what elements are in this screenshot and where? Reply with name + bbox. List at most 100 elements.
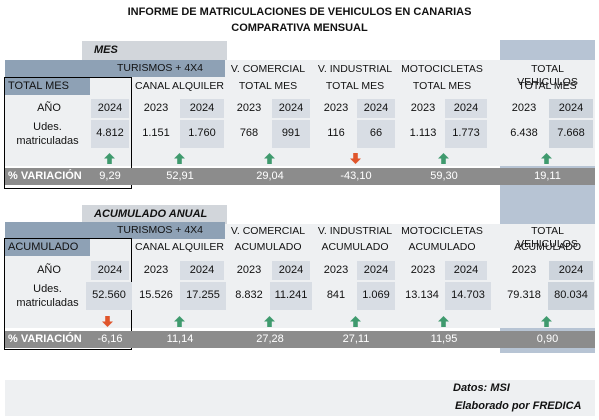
acum-variation-bar — [5, 331, 595, 348]
footer-source: Datos: MSI — [453, 382, 510, 394]
acum-value-canal-a: 15.526 — [139, 289, 173, 301]
footer-background — [5, 380, 595, 416]
acum-motocicletas-header: MOTOCICLETAS — [401, 225, 483, 237]
acum-year-vcom-b: 2024 — [272, 261, 310, 280]
up-arrow-icon — [438, 316, 449, 327]
mes-year-moto-b: 2024 — [445, 99, 487, 118]
acum-ano-label: AÑO — [37, 264, 61, 276]
acum-total-label: ACUMULADO — [8, 241, 79, 253]
up-arrow-icon — [174, 153, 185, 164]
mes-value-tot-b: 7.668 — [549, 120, 593, 148]
mes-vindustrial-subheader: TOTAL MES — [325, 80, 385, 92]
up-arrow-icon — [264, 316, 275, 327]
acum-value-vind-b: 1.069 — [357, 282, 395, 310]
mes-total-label: TOTAL MES — [8, 80, 69, 92]
mes-motocicletas-header: MOTOCICLETAS — [401, 63, 483, 75]
down-arrow-icon — [102, 316, 113, 327]
up-arrow-icon — [350, 316, 361, 327]
mes-year-total: 2024 — [91, 99, 129, 118]
footer-credit: Elaborado por FREDICA — [455, 400, 582, 412]
acum-variation-tot: 0,90 — [536, 333, 559, 345]
mes-value-total: 4.812 — [91, 120, 129, 148]
mes-value-vcom-b: 991 — [272, 120, 310, 148]
acum-year-canal-b: 2024 — [180, 261, 224, 280]
mes-vcomercial-subheader: TOTAL MES — [238, 80, 298, 92]
report-title: INFORME DE MATRICULACIONES DE VEHICULOS … — [127, 6, 472, 18]
acum-year-vind-b: 2024 — [357, 261, 395, 280]
acum-variation-label: % VARIACIÓN — [8, 333, 82, 345]
mes-variation-bar — [5, 168, 595, 185]
acum-year-total: 2024 — [91, 261, 129, 280]
mes-variation-vcom: 29,04 — [256, 170, 284, 182]
acum-variation-vind: 27,11 — [342, 333, 370, 345]
up-arrow-icon — [174, 316, 185, 327]
mes-value-tot-a: 6.438 — [510, 127, 538, 139]
mes-value-moto-b: 1.773 — [445, 120, 487, 148]
mes-year-canal-a: 2023 — [143, 102, 169, 114]
acum-vcomercial-subheader: ACUMULADO — [234, 241, 302, 253]
mes-year-moto-a: 2023 — [410, 102, 436, 114]
acum-variation-canal: 11,14 — [166, 333, 194, 345]
acum-udes-label: Udes. matriculadas — [5, 283, 90, 311]
mes-value-moto-a: 1.113 — [409, 127, 437, 139]
mes-variation-total: 9,29 — [99, 170, 121, 182]
mes-turismos-header-bar — [5, 60, 225, 77]
acum-vindustrial-header: V. INDUSTRIAL — [317, 225, 393, 237]
mes-year-tot-a: 2023 — [511, 102, 537, 114]
mes-variation-tot: 19,11 — [534, 170, 561, 182]
acum-value-moto-a: 13.134 — [405, 289, 439, 301]
acum-value-moto-b: 14.703 — [445, 282, 491, 310]
mes-totalvehiculos-header: TOTAL VEHICULOS — [517, 63, 578, 89]
acum-value-vcom-b: 11.241 — [270, 282, 312, 310]
acum-variation-total: -6,16 — [97, 333, 123, 345]
up-arrow-icon — [541, 153, 552, 164]
mes-value-vind-a: 116 — [327, 127, 345, 139]
mes-udes-line2: matriculadas — [16, 134, 79, 147]
mes-section-title: MES — [82, 41, 227, 60]
mes-total-outline — [4, 77, 132, 189]
down-arrow-icon — [350, 153, 361, 164]
mes-variation-canal: 52,91 — [166, 170, 194, 182]
mes-year-tot-b: 2024 — [549, 99, 593, 118]
acum-canal-alquiler-header: CANAL ALQUILER — [135, 241, 224, 253]
mes-total-label-bar — [5, 78, 90, 95]
mes-udes-line1: Udes. — [33, 121, 62, 133]
acumulado-section-title: ACUMULADO ANUAL — [82, 205, 227, 224]
acum-total-label-bar — [5, 239, 90, 256]
mes-canal-alquiler-header: CANAL ALQUILER — [135, 80, 224, 92]
up-arrow-icon — [438, 153, 449, 164]
mes-udes-label: Udes. matriculadas — [5, 121, 90, 149]
mes-ano-label: AÑO — [37, 102, 61, 114]
acum-variation-vcom: 27,28 — [256, 333, 284, 345]
acum-value-total: 52.560 — [86, 282, 132, 310]
acum-turismos-header-bar — [5, 222, 225, 239]
mes-year-vind-a: 2023 — [323, 102, 349, 114]
acum-year-vcom-a: 2023 — [236, 264, 262, 276]
mes-year-vind-b: 2024 — [357, 99, 395, 118]
mes-vindustrial-header: V. INDUSTRIAL — [317, 63, 393, 75]
mes-variation-moto: 59,30 — [430, 170, 458, 182]
acum-value-tot-a: 79.318 — [507, 289, 541, 301]
acum-year-moto-b: 2024 — [445, 261, 487, 280]
mes-year-canal-b: 2024 — [180, 99, 224, 118]
mes-value-vcom-a: 768 — [239, 127, 259, 139]
acum-year-vind-a: 2023 — [323, 264, 349, 276]
acum-totalvehiculos-subheader: ACUMULADO — [513, 241, 582, 253]
acum-motocicletas-subheader: ACUMULADO — [408, 241, 476, 253]
acum-year-moto-a: 2023 — [410, 264, 436, 276]
report-subtitle: COMPARATIVA MENSUAL — [231, 22, 368, 34]
mes-year-vcom-b: 2024 — [272, 99, 310, 118]
mes-variation-label: % VARIACIÓN — [8, 170, 82, 182]
acum-value-canal-b: 17.255 — [180, 282, 226, 310]
acum-variation-moto: 11,95 — [430, 333, 458, 345]
acum-turismos-header: TURISMOS + 4X4 — [116, 224, 204, 236]
mes-value-canal-b: 1.760 — [180, 120, 224, 148]
acum-udes-line2: matriculadas — [16, 296, 79, 309]
mes-variation-vind: -43,10 — [340, 170, 372, 182]
acum-udes-line1: Udes. — [33, 283, 62, 295]
up-arrow-icon — [541, 316, 552, 327]
mes-vcomercial-header: V. COMERCIAL — [230, 63, 306, 75]
mes-turismos-header: TURISMOS + 4X4 — [116, 62, 204, 74]
acum-vcomercial-header: V. COMERCIAL — [230, 225, 306, 237]
mes-value-canal-a: 1.151 — [142, 127, 170, 139]
